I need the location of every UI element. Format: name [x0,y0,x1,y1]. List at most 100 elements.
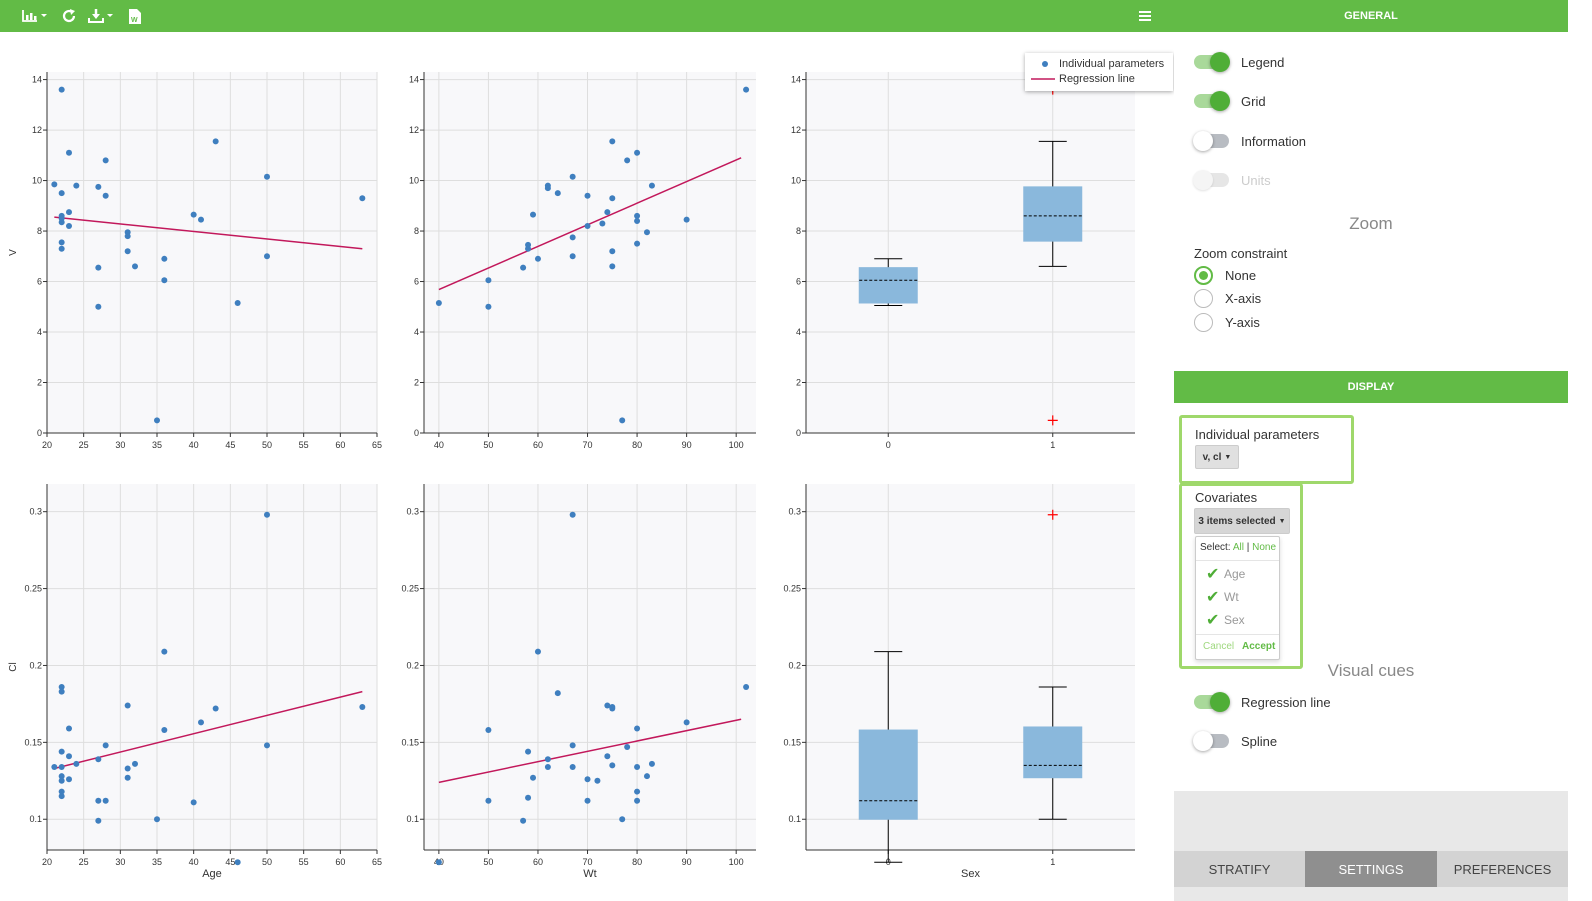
select-all-link[interactable]: All [1232,542,1244,553]
y-tick-label: 0.3 [29,507,42,517]
zoom-option-x-axis[interactable]: X-axis [1194,288,1261,308]
data-point [634,240,641,247]
units-toggle-label: Units [1241,172,1271,188]
x-tick-label: 35 [152,440,162,450]
accept-button[interactable]: Accept [1242,641,1276,652]
data-point [599,220,606,227]
data-point [609,705,616,712]
select-row: Select: All | None [1200,542,1276,553]
y-tick-label: 10 [409,176,419,186]
information-toggle[interactable]: Information [1193,130,1306,152]
data-point [51,763,58,770]
data-point [58,777,65,784]
spline-switch[interactable] [1193,731,1229,751]
plot-legend: Individual parameters Regression line [1025,53,1173,91]
outlier-marker [1047,509,1058,520]
data-point [58,245,65,252]
regression-line [438,718,742,784]
covariates-dropdown[interactable]: 3 items selected ▼ [1194,508,1290,534]
data-point [569,253,576,260]
word-export-icon[interactable]: W [128,6,142,26]
data-point [264,253,270,260]
refresh-icon[interactable] [61,6,77,26]
grid-toggle[interactable]: Grid [1194,90,1266,112]
data-point [124,248,131,255]
covariate-option-age[interactable]: ✔ Age [1206,564,1245,584]
zoom-option-none[interactable]: None [1194,265,1256,285]
settings-panel: GENERAL Legend Grid Information Units Zo… [1174,0,1568,901]
plot-background [424,484,756,850]
regression-line [438,157,742,291]
data-point [609,263,616,270]
covariate-option-label: Age [1224,567,1246,581]
tab-preferences[interactable]: PREFERENCES [1437,851,1568,887]
data-point [198,719,204,726]
data-point [58,788,65,795]
radio-selected-icon[interactable] [1194,265,1213,285]
display-section: Individual parameters v, cl ▼ Covariates… [1174,403,1568,791]
data-point [435,859,442,866]
tab-settings[interactable]: SETTINGS [1305,851,1437,887]
regression-line-toggle[interactable]: Regression line [1194,691,1331,713]
data-point [95,303,102,310]
data-point [604,209,611,216]
download-icon[interactable] [88,6,116,26]
covariate-option-wt[interactable]: ✔ Wt [1206,587,1239,607]
legend-toggle[interactable]: Legend [1194,51,1284,73]
select-none-link[interactable]: None [1252,542,1277,553]
y-tick-label: 2 [414,378,419,388]
data-point [609,248,616,255]
covariate-option-sex[interactable]: ✔ Sex [1206,610,1245,630]
radio-icon[interactable] [1194,288,1213,308]
regression-line [54,216,363,250]
data-point [619,417,626,424]
x-tick-label: 25 [79,857,89,867]
plot-background [47,484,377,850]
regression-line [54,690,363,770]
y-tick-label: 0.25 [401,584,419,594]
data-point [569,763,576,770]
data-point [58,219,65,226]
y-tick-label: 6 [37,277,42,287]
chart-panel-cl-sex: 0.10.150.20.250.301Sex [783,484,1135,880]
regression-line-switch[interactable] [1194,692,1230,712]
units-toggle: Units [1193,169,1271,191]
radio-icon[interactable] [1194,312,1213,332]
data-point [634,212,641,219]
individual-parameters-highlight [1179,415,1354,484]
information-switch[interactable] [1193,131,1229,151]
chart-type-icon[interactable] [22,6,48,26]
cancel-button[interactable]: Cancel [1203,641,1235,652]
grid-toggle-label: Grid [1241,93,1266,109]
legend-switch[interactable] [1194,52,1230,72]
display-section-header[interactable]: DISPLAY [1174,371,1568,403]
x-tick-label: 80 [632,857,642,867]
plot-background [424,72,756,433]
general-section-header[interactable]: GENERAL [1174,0,1568,32]
y-tick-label: 0.1 [406,814,419,824]
spline-toggle[interactable]: Spline [1193,730,1277,752]
data-point [624,743,631,750]
divider [1196,560,1279,561]
tab-stratify[interactable]: STRATIFY [1174,851,1305,887]
data-point [648,182,655,189]
y-tick-label: 6 [414,277,419,287]
covariates-highlight [1179,483,1303,669]
data-point [609,195,616,202]
zoom-option-y-axis[interactable]: Y-axis [1194,312,1260,332]
grid-switch[interactable] [1194,91,1230,111]
hamburger-menu-icon[interactable] [1139,6,1151,26]
y-tick-label: 4 [37,327,42,337]
data-point [95,183,102,190]
data-point [634,797,641,804]
visual-cues-title: Visual cues [1327,661,1415,680]
data-point [544,763,551,770]
x-tick-label: 20 [42,857,52,867]
data-point [554,690,561,697]
data-point [584,776,591,783]
chart-panel-v-sex: 0 2 4 6 8 10 12 14 0 1 [791,72,1135,450]
data-point [648,760,655,767]
legend-item-individual-parameters: Individual parameters [1025,57,1164,71]
y-tick-label: 6 [796,277,801,287]
individual-parameters-dropdown[interactable]: v, cl ▼ [1195,445,1239,469]
